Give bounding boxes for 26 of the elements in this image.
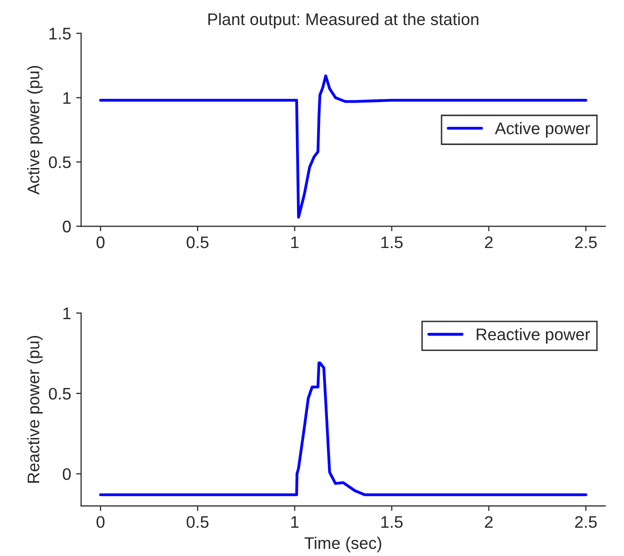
chart-title: Plant output: Measured at the station (208, 12, 478, 28)
x-tick-label: 2 (485, 236, 493, 248)
legend-label: Active power (494, 122, 590, 138)
y-axis-title: Active power (pu) (27, 66, 43, 195)
y-axis-title: Reactive power (pu) (27, 336, 43, 483)
y-tick-label: 1 (63, 92, 71, 104)
x-tick-label: 0 (96, 516, 105, 528)
x-tick-label: 0 (96, 236, 105, 248)
x-tick-label: 2.5 (575, 236, 597, 248)
y-tick-label: 0.5 (48, 388, 71, 400)
x-tick-label: 0.5 (186, 516, 208, 528)
y-tick-label: 0 (62, 220, 71, 232)
legend-label: Reactive power (476, 328, 590, 344)
y-tick-label: 0.5 (48, 156, 71, 168)
x-tick-label: 1 (291, 516, 298, 528)
x-tick-label: 0.5 (186, 236, 208, 248)
x-tick-label: 2.5 (575, 516, 597, 528)
x-tick-label: 1 (291, 236, 298, 248)
y-tick-label: 0 (62, 468, 71, 480)
x-tick-label: 1.5 (381, 516, 403, 528)
x-tick-label: 1.5 (381, 236, 403, 248)
line-series (99, 362, 588, 496)
x-axis-title: Time (sec) (304, 536, 382, 552)
y-tick-label: 1 (63, 308, 71, 320)
y-tick-label: 1.5 (50, 28, 71, 40)
x-tick-label: 2 (485, 516, 493, 528)
